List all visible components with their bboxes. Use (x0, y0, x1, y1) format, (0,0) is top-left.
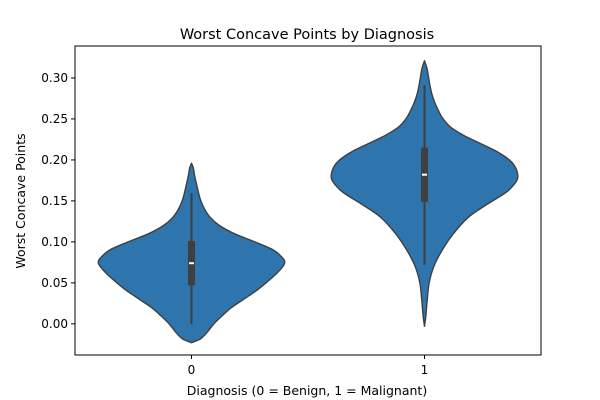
y-axis: 0.00 0.05 0.10 0.15 0.20 0.25 0.30 (41, 71, 75, 331)
y-tick-label: 0.25 (41, 112, 68, 126)
chart-title: Worst Concave Points by Diagnosis (180, 27, 434, 43)
x-tick-label: 1 (421, 363, 429, 377)
plot-area-frame (74, 45, 542, 356)
y-tick-label: 0.10 (41, 235, 68, 249)
violins-layer (97, 60, 519, 344)
y-tick-label: 0.05 (41, 276, 68, 290)
y-tick-label: 0.00 (41, 317, 68, 331)
y-tick-label: 0.15 (41, 194, 68, 208)
y-tick-label: 0.30 (41, 71, 68, 85)
y-tick-label: 0.20 (41, 153, 68, 167)
x-axis-title: Diagnosis (0 = Benign, 1 = Malignant) (187, 383, 427, 398)
violin-group-1 (330, 60, 519, 328)
violin-group-0 (97, 162, 286, 344)
y-axis-title: Worst Concave Points (13, 133, 28, 268)
x-tick-label: 0 (188, 363, 196, 377)
